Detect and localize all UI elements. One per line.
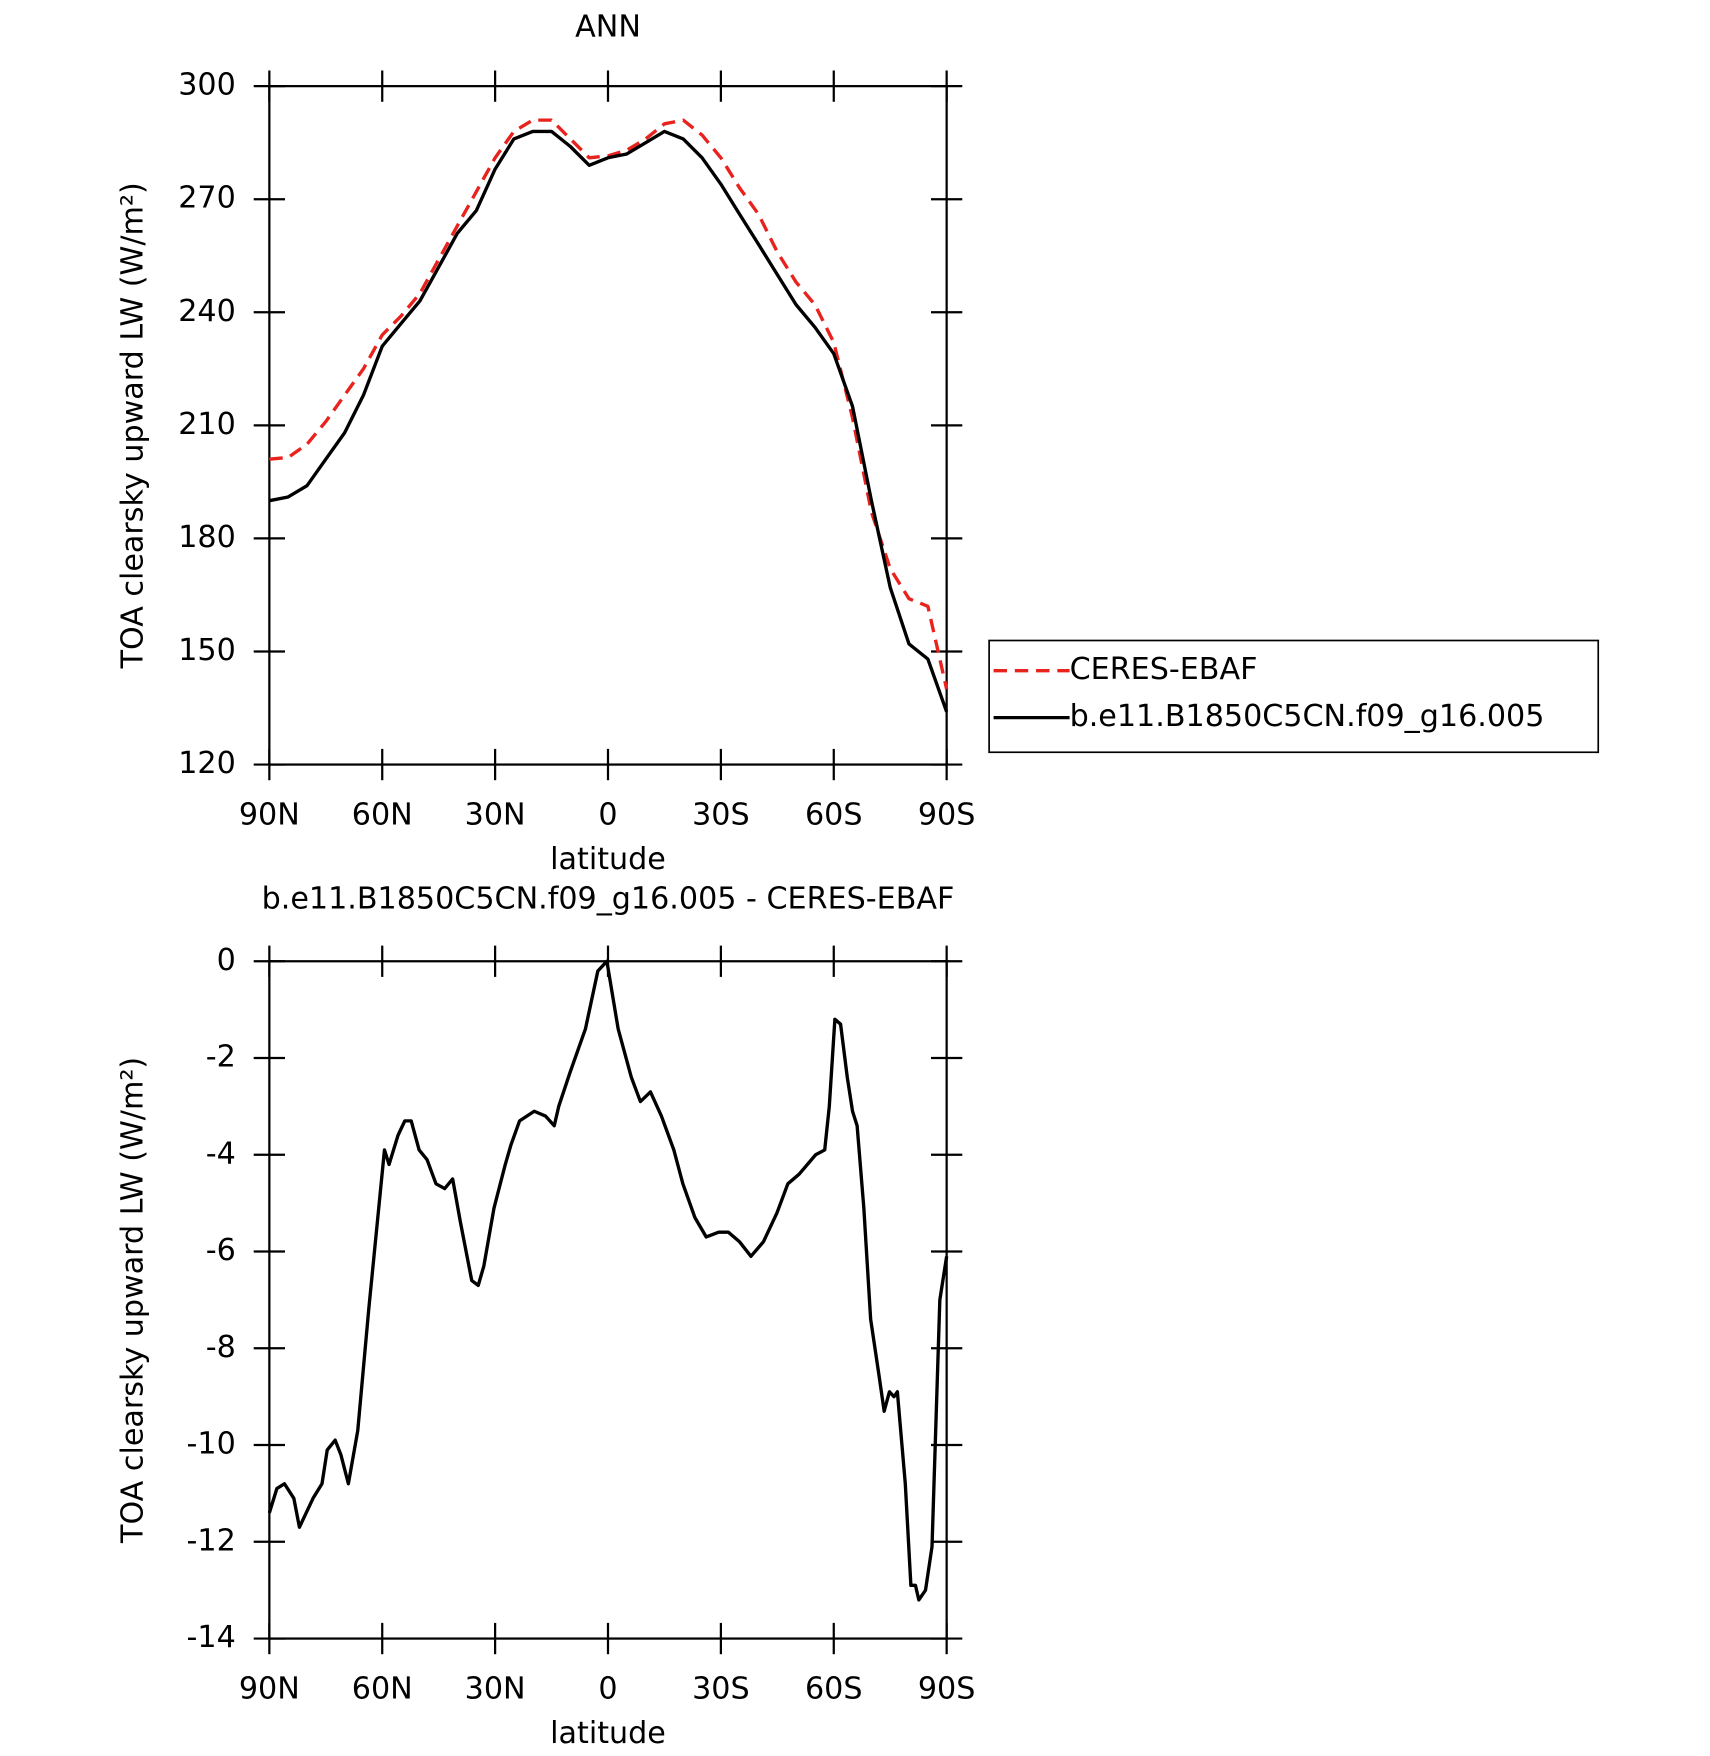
- y-tick-label: -4: [206, 1136, 236, 1171]
- data-line: [267, 959, 949, 1602]
- legend-box: [988, 639, 1600, 754]
- y-axis-label: TOA clearsky upward LW (W/m²): [116, 1057, 151, 1544]
- y-tick-label: -10: [187, 1427, 236, 1462]
- chart-title: b.e11.B1850C5CN.f09_g16.005 - CERES-EBAF: [262, 881, 955, 916]
- y-tick-label: 150: [178, 633, 236, 668]
- x-axis-label: latitude: [550, 1716, 666, 1751]
- legend-label: b.e11.B1850C5CN.f09_g16.005: [1070, 699, 1545, 734]
- y-tick-label: 120: [178, 746, 236, 781]
- x-tick-label: 30N: [465, 797, 526, 832]
- x-tick-label: 60S: [805, 1671, 863, 1706]
- y-tick-label: 300: [178, 68, 236, 103]
- x-tick-label: 60S: [805, 797, 863, 832]
- x-tick-label: 30S: [692, 1671, 750, 1706]
- chart-title: ANN: [575, 10, 641, 45]
- y-tick-label: 210: [178, 407, 236, 442]
- legend-label: CERES-EBAF: [1070, 652, 1258, 687]
- x-tick-label: 0: [598, 797, 617, 832]
- data-line: [269, 129, 949, 713]
- x-tick-label: 90S: [918, 1671, 976, 1706]
- y-tick-label: 0: [217, 943, 236, 978]
- y-tick-label: 240: [178, 294, 236, 329]
- x-tick-label: 90S: [918, 797, 976, 832]
- y-tick-label: 270: [178, 181, 236, 216]
- plot-frame: [268, 85, 948, 766]
- x-tick-label: 60N: [352, 1671, 413, 1706]
- y-axis-label: TOA clearsky upward LW (W/m²): [116, 182, 151, 669]
- x-tick-label: 90N: [239, 797, 300, 832]
- y-tick-label: -2: [206, 1040, 236, 1075]
- x-tick-label: 0: [598, 1671, 617, 1706]
- y-tick-label: -12: [187, 1523, 236, 1558]
- x-tick-label: 30N: [465, 1671, 526, 1706]
- x-tick-label: 90N: [239, 1671, 300, 1706]
- x-axis-label: latitude: [550, 842, 666, 877]
- data-line: [269, 118, 949, 690]
- y-tick-label: -6: [206, 1233, 236, 1268]
- y-tick-label: -14: [187, 1620, 236, 1655]
- x-tick-label: 60N: [352, 797, 413, 832]
- x-tick-label: 30S: [692, 797, 750, 832]
- y-tick-label: 180: [178, 520, 236, 555]
- y-tick-label: -8: [206, 1330, 236, 1365]
